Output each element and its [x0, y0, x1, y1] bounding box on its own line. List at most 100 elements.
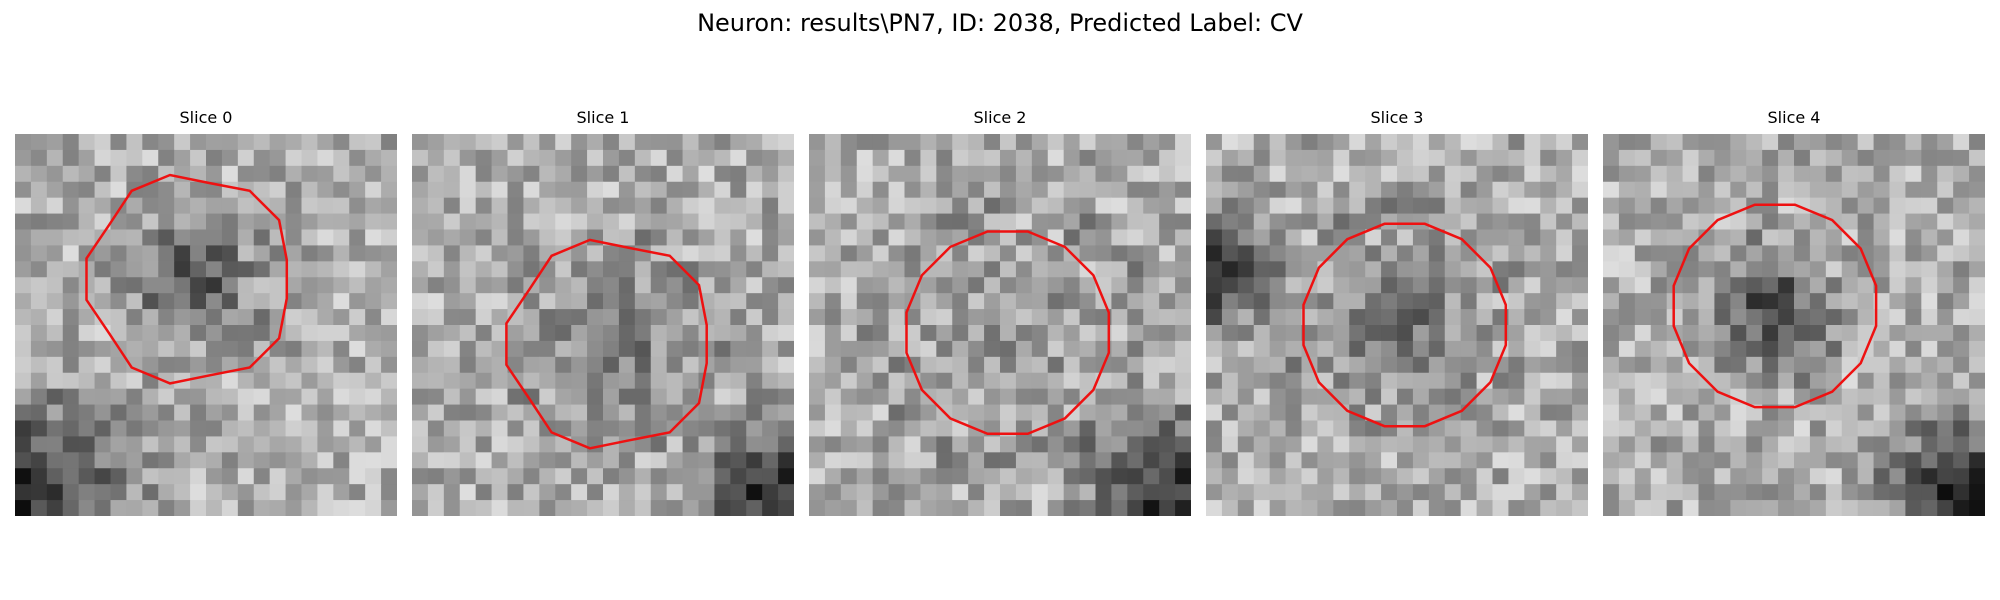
pixel-cell — [1618, 213, 1636, 231]
pixel-cell — [1047, 452, 1065, 469]
pixel-cell — [269, 181, 287, 199]
pixel-cell — [809, 468, 826, 485]
pixel-cell — [714, 372, 731, 390]
pixel-cell — [840, 149, 858, 167]
pixel-cell — [872, 420, 890, 438]
pixel-cell — [1269, 213, 1287, 231]
pixel-cell — [381, 213, 397, 231]
pixel-cell — [1572, 197, 1588, 215]
pixel-cell — [984, 309, 1001, 326]
pixel-cell — [1953, 340, 1970, 358]
pixel-cell — [1969, 484, 1985, 501]
pixel-cell — [952, 436, 969, 453]
pixel-cell — [634, 213, 652, 231]
pixel-cell — [1969, 404, 1985, 422]
pixel-cell — [491, 261, 509, 278]
pixel-cell — [1317, 468, 1334, 485]
pixel-cell — [952, 484, 969, 501]
pixel-cell — [1428, 293, 1446, 310]
pixel-cell — [746, 340, 763, 358]
pixel-cell — [1159, 452, 1176, 469]
pixel-cell — [1540, 436, 1557, 453]
pixel-cell — [682, 149, 700, 167]
pixel-cell — [206, 165, 223, 183]
pixel-cell — [1841, 325, 1859, 342]
pixel-cell — [1698, 325, 1716, 342]
pixel-cell — [317, 293, 334, 310]
pixel-cell — [491, 420, 509, 438]
pixel-cell — [682, 468, 700, 485]
pixel-cell — [15, 245, 32, 262]
pixel-cell — [1000, 293, 1017, 310]
pixel-cell — [1269, 197, 1287, 215]
pixel-cell — [952, 340, 969, 358]
pixel-cell — [888, 325, 906, 342]
pixel-cell — [1794, 404, 1811, 422]
pixel-cell — [1253, 165, 1271, 183]
roi-contour — [1302, 222, 1508, 428]
pixel-cell — [1650, 388, 1668, 406]
pixel-cell — [30, 181, 48, 199]
pixel-cell — [1746, 372, 1763, 390]
pixel-cell — [618, 356, 636, 374]
pixel-cell — [301, 213, 319, 231]
pixel-cell — [824, 165, 842, 183]
pixel-cell — [618, 468, 636, 485]
pixel-cell — [1428, 134, 1446, 151]
pixel-cell — [824, 404, 842, 422]
pixel-cell — [1159, 245, 1176, 262]
pixel-cell — [1650, 293, 1668, 310]
pixel-cell — [1175, 420, 1191, 438]
pixel-cell — [94, 468, 112, 485]
pixel-cell — [1857, 484, 1875, 501]
pixel-cell — [1969, 197, 1985, 215]
pixel-cell — [221, 229, 239, 247]
pixel-cell — [15, 484, 32, 501]
pixel-cell — [412, 245, 429, 262]
pixel-cell — [587, 277, 604, 294]
pixel-cell — [1285, 165, 1303, 183]
pixel-cell — [1905, 197, 1922, 215]
pixel-cell — [1618, 309, 1636, 326]
pixel-cell — [427, 309, 445, 326]
pixel-cell — [1618, 372, 1636, 390]
pixel-cell — [555, 293, 572, 310]
pixel-cell — [491, 309, 509, 326]
pixel-cell — [94, 309, 112, 326]
pixel-cell — [587, 372, 604, 390]
pixel-cell — [285, 197, 303, 215]
pixel-cell — [1221, 420, 1239, 438]
pixel-cell — [491, 500, 509, 516]
pixel-cell — [1492, 261, 1510, 278]
pixel-cell — [62, 500, 80, 516]
pixel-cell — [571, 468, 588, 485]
pixel-cell — [1428, 245, 1446, 262]
pixel-cell — [1666, 340, 1684, 358]
pixel-cell — [1269, 356, 1287, 374]
pixel-cell — [824, 309, 842, 326]
pixel-cell — [1730, 436, 1747, 453]
pixel-cell — [1953, 500, 1970, 516]
pixel-cell — [1603, 197, 1620, 215]
pixel-cell — [888, 452, 906, 469]
pixel-cell — [1285, 261, 1303, 278]
pixel-cell — [523, 261, 540, 278]
pixel-cell — [1603, 484, 1620, 501]
pixel-cell — [285, 484, 303, 501]
pixel-cell — [333, 134, 350, 151]
pixel-cell — [142, 149, 159, 167]
pixel-cell — [904, 181, 922, 199]
pixel-cell — [1825, 372, 1843, 390]
pixel-cell — [1603, 404, 1620, 422]
pixel-cell — [1333, 181, 1350, 199]
pixel-cell — [1809, 213, 1827, 231]
pixel-cell — [349, 134, 366, 151]
pixel-cell — [1714, 420, 1731, 438]
roi-contour — [905, 230, 1111, 436]
pixel-cell — [30, 134, 48, 151]
pixel-cell — [984, 197, 1001, 215]
pixel-cell — [1000, 229, 1017, 247]
pixel-cell — [412, 309, 429, 326]
pixel-cell — [412, 181, 429, 199]
pixel-cell — [1127, 229, 1144, 247]
